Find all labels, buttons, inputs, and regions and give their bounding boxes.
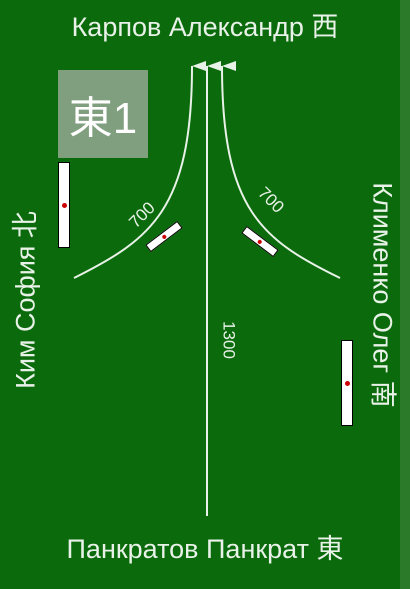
- player-name-top: Карпов Александр 西: [71, 12, 339, 42]
- riichi-stick-left: [58, 162, 70, 248]
- stick-dot: [344, 380, 350, 386]
- payment-center: 1300: [219, 321, 239, 359]
- table-edge: [400, 0, 410, 589]
- round-indicator: 東1: [58, 70, 148, 158]
- riichi-stick-right: [341, 340, 353, 426]
- arrow-right-curve: [221, 60, 341, 279]
- player-name-bottom: Панкратов Панкрат 東: [66, 534, 344, 564]
- payment-arrows: [73, 60, 341, 516]
- stick-dot: [61, 202, 67, 208]
- arrow-left-curve: [73, 61, 207, 279]
